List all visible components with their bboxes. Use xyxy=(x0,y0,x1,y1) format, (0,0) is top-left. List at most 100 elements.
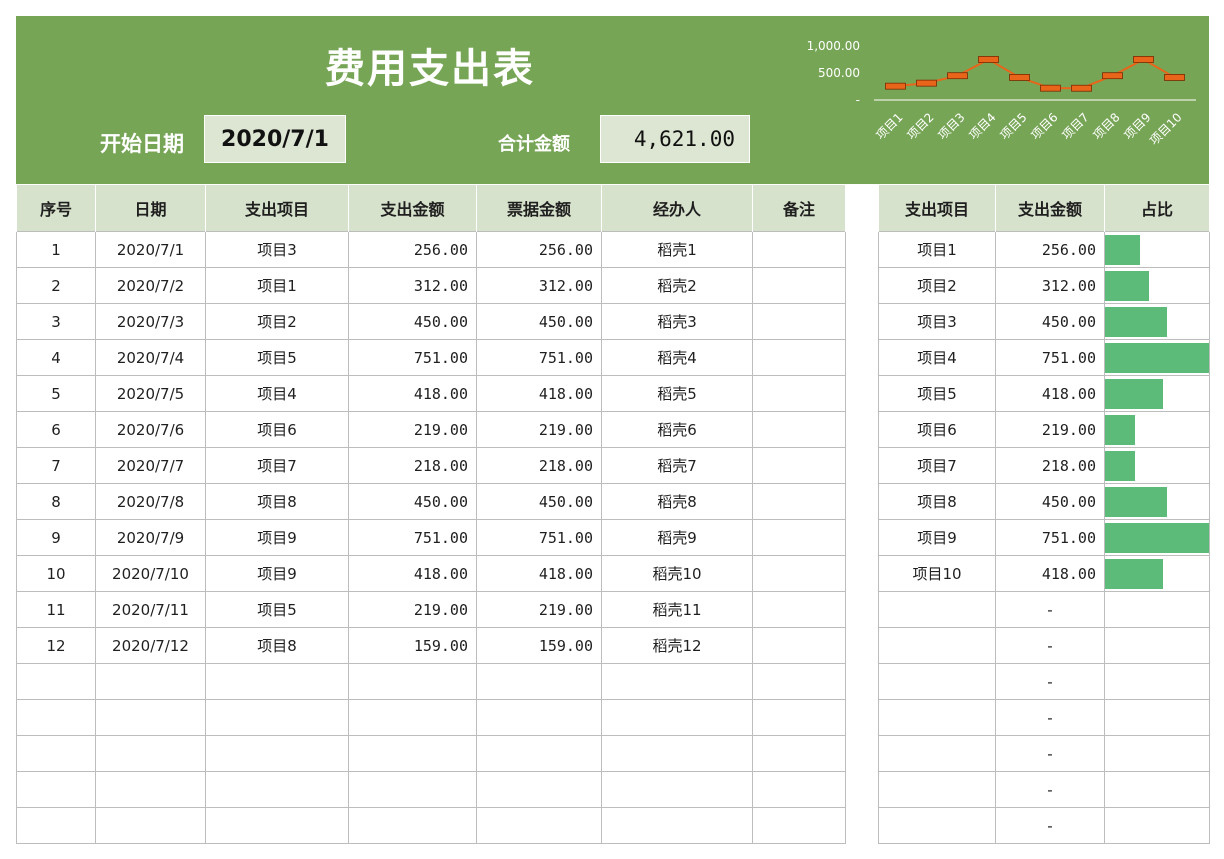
seq-cell[interactable]: 3 xyxy=(16,303,96,340)
summary-amount-cell[interactable]: - xyxy=(995,771,1105,808)
amount-cell[interactable]: 450.00 xyxy=(348,483,477,520)
summary-amount-cell[interactable]: 256.00 xyxy=(995,231,1105,268)
item-cell[interactable] xyxy=(205,807,349,844)
seq-cell[interactable]: 10 xyxy=(16,555,96,592)
summary-item-cell[interactable]: 项目1 xyxy=(878,231,996,268)
seq-cell[interactable] xyxy=(16,699,96,736)
summary-item-cell[interactable] xyxy=(878,591,996,628)
amount-cell[interactable]: 312.00 xyxy=(348,267,477,304)
summary-ratio-cell[interactable] xyxy=(1104,447,1210,484)
date-cell[interactable]: 2020/7/11 xyxy=(95,591,206,628)
date-cell[interactable] xyxy=(95,807,206,844)
handler-cell[interactable]: 稻壳6 xyxy=(601,411,753,448)
item-cell[interactable] xyxy=(205,699,349,736)
summary-ratio-cell[interactable] xyxy=(1104,519,1210,556)
handler-cell[interactable]: 稻壳10 xyxy=(601,555,753,592)
note-cell[interactable] xyxy=(752,339,846,376)
summary-item-cell[interactable]: 项目5 xyxy=(878,375,996,412)
amount-cell[interactable] xyxy=(348,807,477,844)
amount-cell[interactable] xyxy=(348,699,477,736)
seq-cell[interactable] xyxy=(16,663,96,700)
summary-ratio-cell[interactable] xyxy=(1104,699,1210,736)
receipt-cell[interactable] xyxy=(476,771,602,808)
summary-item-cell[interactable]: 项目9 xyxy=(878,519,996,556)
handler-cell[interactable] xyxy=(601,807,753,844)
receipt-cell[interactable]: 751.00 xyxy=(476,519,602,556)
date-cell[interactable]: 2020/7/1 xyxy=(95,231,206,268)
receipt-cell[interactable]: 219.00 xyxy=(476,411,602,448)
summary-item-cell[interactable]: 项目10 xyxy=(878,555,996,592)
main-header-cell[interactable]: 序号 xyxy=(16,185,96,232)
seq-cell[interactable] xyxy=(16,807,96,844)
seq-cell[interactable] xyxy=(16,735,96,772)
handler-cell[interactable]: 稻壳1 xyxy=(601,231,753,268)
item-cell[interactable]: 项目8 xyxy=(205,627,349,664)
note-cell[interactable] xyxy=(752,699,846,736)
summary-amount-cell[interactable]: - xyxy=(995,699,1105,736)
summary-amount-cell[interactable]: 450.00 xyxy=(995,483,1105,520)
summary-amount-cell[interactable]: - xyxy=(995,735,1105,772)
seq-cell[interactable]: 1 xyxy=(16,231,96,268)
note-cell[interactable] xyxy=(752,807,846,844)
note-cell[interactable] xyxy=(752,627,846,664)
seq-cell[interactable]: 7 xyxy=(16,447,96,484)
summary-ratio-cell[interactable] xyxy=(1104,375,1210,412)
receipt-cell[interactable] xyxy=(476,807,602,844)
handler-cell[interactable] xyxy=(601,699,753,736)
note-cell[interactable] xyxy=(752,303,846,340)
summary-header-cell[interactable]: 支出项目 xyxy=(878,185,996,232)
summary-ratio-cell[interactable] xyxy=(1104,231,1210,268)
start-date-cell[interactable]: 2020/7/1 xyxy=(204,115,346,163)
date-cell[interactable]: 2020/7/12 xyxy=(95,627,206,664)
receipt-cell[interactable]: 256.00 xyxy=(476,231,602,268)
item-cell[interactable] xyxy=(205,663,349,700)
item-cell[interactable]: 项目5 xyxy=(205,591,349,628)
handler-cell[interactable]: 稻壳11 xyxy=(601,591,753,628)
note-cell[interactable] xyxy=(752,663,846,700)
seq-cell[interactable]: 12 xyxy=(16,627,96,664)
main-header-cell[interactable]: 支出项目 xyxy=(205,185,349,232)
date-cell[interactable]: 2020/7/5 xyxy=(95,375,206,412)
note-cell[interactable] xyxy=(752,375,846,412)
item-cell[interactable]: 项目2 xyxy=(205,303,349,340)
summary-item-cell[interactable] xyxy=(878,699,996,736)
amount-cell[interactable]: 159.00 xyxy=(348,627,477,664)
seq-cell[interactable] xyxy=(16,771,96,808)
note-cell[interactable] xyxy=(752,735,846,772)
summary-amount-cell[interactable]: - xyxy=(995,807,1105,844)
handler-cell[interactable]: 稻壳3 xyxy=(601,303,753,340)
handler-cell[interactable] xyxy=(601,771,753,808)
summary-item-cell[interactable] xyxy=(878,807,996,844)
amount-cell[interactable]: 256.00 xyxy=(348,231,477,268)
summary-item-cell[interactable] xyxy=(878,735,996,772)
receipt-cell[interactable]: 450.00 xyxy=(476,483,602,520)
note-cell[interactable] xyxy=(752,447,846,484)
date-cell[interactable] xyxy=(95,771,206,808)
summary-item-cell[interactable]: 项目4 xyxy=(878,339,996,376)
summary-item-cell[interactable]: 项目3 xyxy=(878,303,996,340)
handler-cell[interactable]: 稻壳8 xyxy=(601,483,753,520)
summary-item-cell[interactable]: 项目2 xyxy=(878,267,996,304)
handler-cell[interactable]: 稻壳2 xyxy=(601,267,753,304)
amount-cell[interactable]: 450.00 xyxy=(348,303,477,340)
date-cell[interactable]: 2020/7/2 xyxy=(95,267,206,304)
item-cell[interactable]: 项目7 xyxy=(205,447,349,484)
note-cell[interactable] xyxy=(752,555,846,592)
summary-ratio-cell[interactable] xyxy=(1104,627,1210,664)
handler-cell[interactable] xyxy=(601,663,753,700)
summary-header-cell[interactable]: 占比 xyxy=(1104,185,1210,232)
seq-cell[interactable]: 11 xyxy=(16,591,96,628)
item-cell[interactable]: 项目9 xyxy=(205,555,349,592)
summary-amount-cell[interactable]: 219.00 xyxy=(995,411,1105,448)
summary-amount-cell[interactable]: - xyxy=(995,663,1105,700)
receipt-cell[interactable]: 219.00 xyxy=(476,591,602,628)
amount-cell[interactable] xyxy=(348,663,477,700)
summary-item-cell[interactable]: 项目8 xyxy=(878,483,996,520)
note-cell[interactable] xyxy=(752,267,846,304)
note-cell[interactable] xyxy=(752,771,846,808)
summary-ratio-cell[interactable] xyxy=(1104,303,1210,340)
summary-amount-cell[interactable]: 218.00 xyxy=(995,447,1105,484)
receipt-cell[interactable]: 751.00 xyxy=(476,339,602,376)
receipt-cell[interactable] xyxy=(476,735,602,772)
receipt-cell[interactable]: 312.00 xyxy=(476,267,602,304)
